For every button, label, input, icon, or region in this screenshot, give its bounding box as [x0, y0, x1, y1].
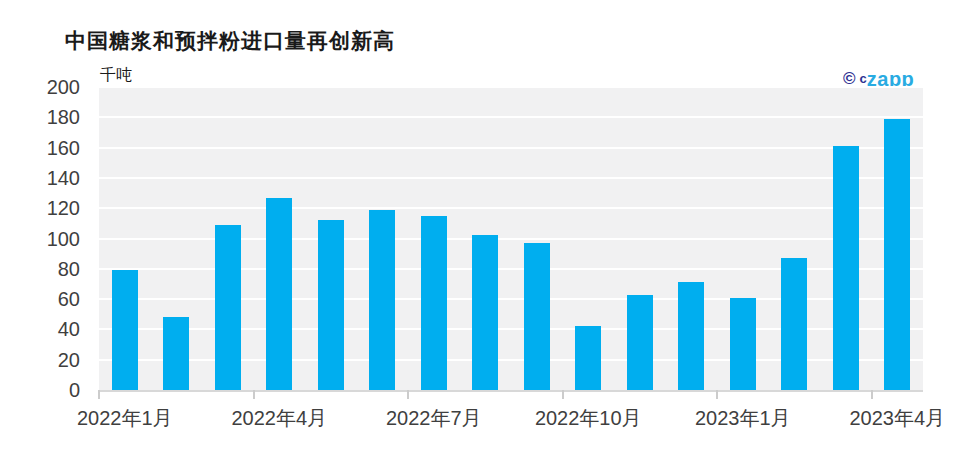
- x-tick-label: 2022年7月: [344, 406, 524, 430]
- x-axis-tick: [253, 390, 255, 399]
- bar: [215, 225, 241, 390]
- bar: [678, 282, 704, 390]
- chart-title: 中国糖浆和预拌粉进口量再创新高: [65, 27, 395, 55]
- gridline: [99, 116, 923, 118]
- x-tick-label: 2022年1月: [35, 406, 215, 430]
- x-axis-tick: [871, 390, 873, 399]
- bar: [730, 298, 756, 390]
- x-axis-tick: [562, 390, 564, 399]
- y-tick-label: 80: [0, 257, 80, 281]
- logo-letter-c: c: [860, 71, 867, 86]
- y-tick-label: 140: [0, 166, 80, 190]
- bar: [318, 220, 344, 390]
- y-tick-label: 0: [0, 378, 80, 402]
- bar: [627, 295, 653, 390]
- y-tick-label: 100: [0, 227, 80, 251]
- bar: [884, 119, 910, 390]
- x-axis-line: [99, 390, 923, 392]
- y-tick-label: 60: [0, 287, 80, 311]
- bar: [472, 235, 498, 390]
- bar: [575, 326, 601, 390]
- bar: [833, 146, 859, 390]
- bar: [266, 198, 292, 390]
- gridline: [99, 177, 923, 179]
- bar: [781, 258, 807, 390]
- gridline: [99, 86, 923, 88]
- x-axis-tick: [407, 390, 409, 399]
- bar: [112, 270, 138, 390]
- bar: [421, 216, 447, 390]
- x-axis-tick: [98, 390, 100, 399]
- bar: [369, 210, 395, 390]
- x-tick-label: 2023年4月: [807, 406, 971, 430]
- chart-figure: 中国糖浆和预拌粉进口量再创新高 千吨 © c zapp 020406080100…: [0, 0, 971, 464]
- x-tick-label: 2022年4月: [189, 406, 369, 430]
- y-axis-unit-label: 千吨: [100, 65, 132, 86]
- y-tick-label: 20: [0, 348, 80, 372]
- gridline: [99, 207, 923, 209]
- y-tick-label: 160: [0, 136, 80, 160]
- bar: [163, 317, 189, 390]
- x-tick-label: 2022年10月: [498, 406, 678, 430]
- y-tick-label: 180: [0, 105, 80, 129]
- plot-area: [99, 87, 923, 390]
- y-tick-label: 120: [0, 196, 80, 220]
- bar: [524, 243, 550, 390]
- y-tick-label: 40: [0, 317, 80, 341]
- x-axis-tick: [716, 390, 718, 399]
- gridline: [99, 147, 923, 149]
- x-tick-label: 2023年1月: [653, 406, 833, 430]
- y-tick-label: 200: [0, 75, 80, 99]
